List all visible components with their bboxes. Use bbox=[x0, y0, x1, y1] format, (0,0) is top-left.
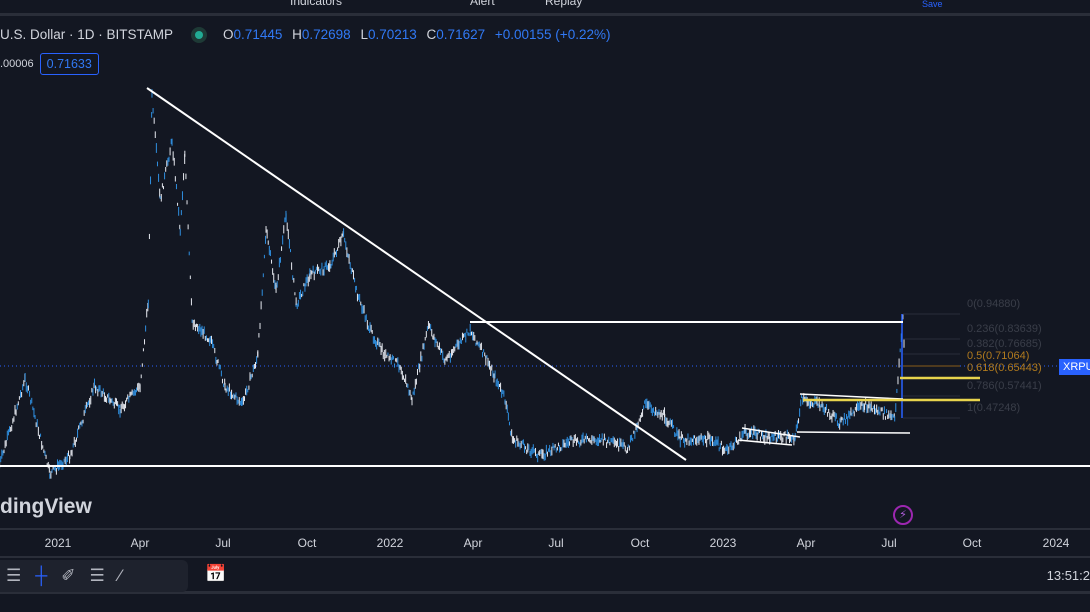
goto-date-icon[interactable]: 📅 bbox=[205, 564, 227, 583]
time-tick: Apr bbox=[463, 536, 483, 550]
open-label: O bbox=[223, 27, 234, 42]
low-value: 0.70213 bbox=[367, 27, 417, 42]
fib-label: 0.618(0.65443) bbox=[967, 362, 1042, 374]
channel-lower-line[interactable] bbox=[796, 431, 911, 434]
crosshair-icon[interactable]: ┼ bbox=[35, 566, 48, 585]
clock: 13:51:2 bbox=[1046, 568, 1090, 583]
fib-label: 0.786(0.57441) bbox=[967, 380, 1042, 392]
time-tick: Oct bbox=[630, 536, 650, 550]
price-series bbox=[0, 89, 905, 479]
indicators-button[interactable]: Indicators bbox=[290, 0, 343, 8]
symbol-title[interactable]: U.S. Dollar · 1D · BITSTAMP bbox=[0, 27, 174, 42]
wedge-lower-line[interactable] bbox=[737, 439, 793, 446]
time-tick: Apr bbox=[130, 536, 150, 550]
close-label: C bbox=[426, 27, 437, 42]
time-tick: 2023 bbox=[709, 536, 737, 550]
save-button[interactable]: Save bbox=[922, 0, 943, 9]
time-tick: Jul bbox=[215, 536, 231, 550]
fib-tool-icon[interactable]: ☰ bbox=[6, 566, 22, 585]
time-tick: 2021 bbox=[44, 536, 72, 550]
symbol-legend: U.S. Dollar · 1D · BITSTAMP O0.71445 H0.… bbox=[0, 27, 616, 42]
drawing-tools-panel: ☰ ┼ ✐ ☰ ⁄ bbox=[0, 560, 188, 592]
price-row: .00006 0.71633 bbox=[0, 53, 99, 75]
price-chart[interactable] bbox=[0, 0, 1090, 528]
ohlc-values: O0.71445 H0.72698 L0.70213 C0.71627 +0.0… bbox=[223, 27, 616, 42]
wedge-upper-line[interactable] bbox=[741, 427, 801, 438]
spread-value: .00006 bbox=[0, 58, 34, 70]
replay-button[interactable]: Replay bbox=[545, 0, 583, 8]
fib-label: 1(0.47248) bbox=[967, 402, 1021, 414]
top-toolbar: Indicators Alert Replay Save bbox=[0, 0, 1090, 16]
watermark-logo: dingView bbox=[0, 495, 92, 518]
bottom-toolbar: ☰ ┼ ✐ ☰ ⁄ 📅 13:51:2 bbox=[0, 556, 1090, 594]
close-value: 0.71627 bbox=[436, 27, 486, 42]
low-label: L bbox=[360, 27, 368, 42]
open-value: 0.71445 bbox=[233, 27, 283, 42]
time-axis[interactable]: 2021 Apr Jul Oct 2022 Apr Jul Oct 2023 A… bbox=[0, 528, 1090, 554]
time-tick: 2022 bbox=[376, 536, 404, 550]
pitchfork-icon[interactable]: ☰ bbox=[89, 566, 105, 585]
high-label: H bbox=[292, 27, 302, 42]
downtrend-line[interactable] bbox=[146, 87, 687, 461]
change-value: +0.00155 (+0.22%) bbox=[494, 27, 611, 42]
alert-button[interactable]: Alert bbox=[470, 0, 495, 8]
channel-upper-line[interactable] bbox=[799, 393, 904, 400]
brush-icon[interactable]: ✐ bbox=[61, 566, 76, 585]
time-tick: Oct bbox=[962, 536, 982, 550]
fib-retracement[interactable] bbox=[901, 313, 960, 419]
fib-label: 0(0.94880) bbox=[967, 298, 1021, 310]
time-tick: Oct bbox=[297, 536, 317, 550]
fib-label: 0.382(0.76685) bbox=[967, 338, 1042, 350]
market-status-icon bbox=[195, 30, 204, 39]
fib-label: 0.236(0.83639) bbox=[967, 323, 1042, 335]
price-badge[interactable]: 0.71633 bbox=[39, 53, 99, 75]
fib-label: 0.5(0.71064) bbox=[967, 350, 1030, 362]
time-tick: 2024 bbox=[1042, 536, 1070, 550]
high-value: 0.72698 bbox=[301, 27, 351, 42]
time-tick: Jul bbox=[881, 536, 897, 550]
lightning-icon[interactable]: ⚡ bbox=[893, 505, 913, 525]
trend-line-icon[interactable]: ⁄ bbox=[118, 566, 122, 585]
time-tick: Apr bbox=[796, 536, 816, 550]
time-tick: Jul bbox=[548, 536, 564, 550]
symbol-price-label: XRPU bbox=[1059, 359, 1090, 375]
